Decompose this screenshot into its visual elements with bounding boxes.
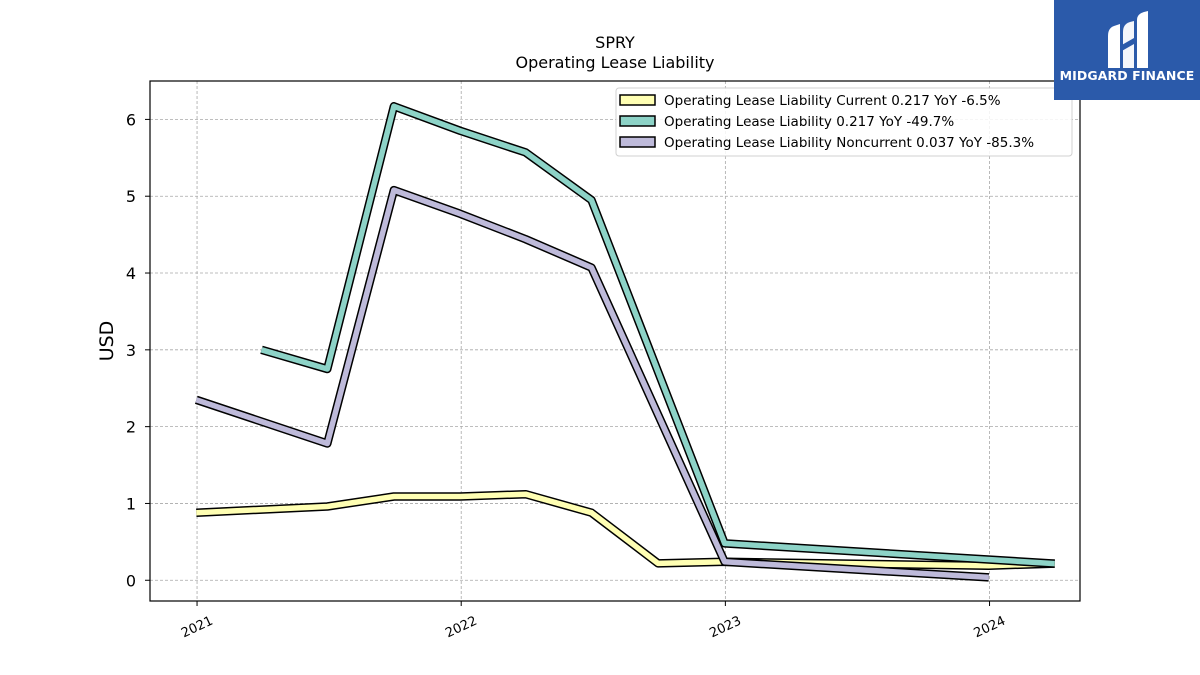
- x-axis-ticks: 2021 2022 2023 2024: [179, 601, 1008, 641]
- legend-swatch: [619, 115, 656, 127]
- x-tick-label: 2021: [179, 614, 215, 642]
- series-line: [260, 103, 1055, 567]
- legend: Operating Lease Liability Current 0.217 …: [615, 87, 1073, 157]
- y-tick-label: 0: [126, 571, 136, 590]
- legend-label: Operating Lease Liability Noncurrent 0.0…: [664, 135, 1034, 151]
- y-tick-label: 3: [126, 341, 136, 360]
- legend-label: Operating Lease Liability 0.217 YoY -49.…: [664, 114, 954, 130]
- chart-subtitle: Operating Lease Liability: [515, 53, 714, 72]
- brand-logo: MIDGARD FINANCE: [1054, 0, 1200, 100]
- series-1: [196, 489, 1055, 570]
- y-tick-label: 1: [126, 494, 136, 513]
- y-tick-label: 5: [126, 187, 136, 206]
- y-tick-label: 2: [126, 418, 136, 437]
- series-line: [196, 491, 1055, 569]
- grid: [150, 81, 1080, 601]
- series-line: [195, 187, 989, 581]
- y-axis-label: USD: [96, 321, 118, 362]
- x-tick-label: 2023: [707, 614, 743, 642]
- legend-swatch: [619, 94, 656, 106]
- x-tick-label: 2024: [972, 614, 1008, 642]
- plot-frame: [149, 80, 1081, 602]
- y-tick-label: 4: [126, 264, 136, 283]
- series-3: [194, 185, 990, 582]
- legend-label: Operating Lease Liability Current 0.217 …: [664, 93, 1001, 109]
- series-layer: [194, 102, 1055, 582]
- y-axis-ticks: 0 1 2 3 4 5 6: [126, 110, 150, 590]
- logo-mark-icon: [1108, 11, 1148, 68]
- x-tick-label: 2022: [443, 614, 479, 642]
- legend-swatch: [619, 136, 656, 148]
- logo-text: MIDGARD FINANCE: [1059, 68, 1195, 83]
- y-tick-label: 6: [126, 110, 136, 129]
- legend-box: [615, 87, 1073, 157]
- series-2: [260, 102, 1055, 568]
- chart-title: SPRY: [595, 33, 635, 52]
- series-line-outline: [194, 185, 990, 582]
